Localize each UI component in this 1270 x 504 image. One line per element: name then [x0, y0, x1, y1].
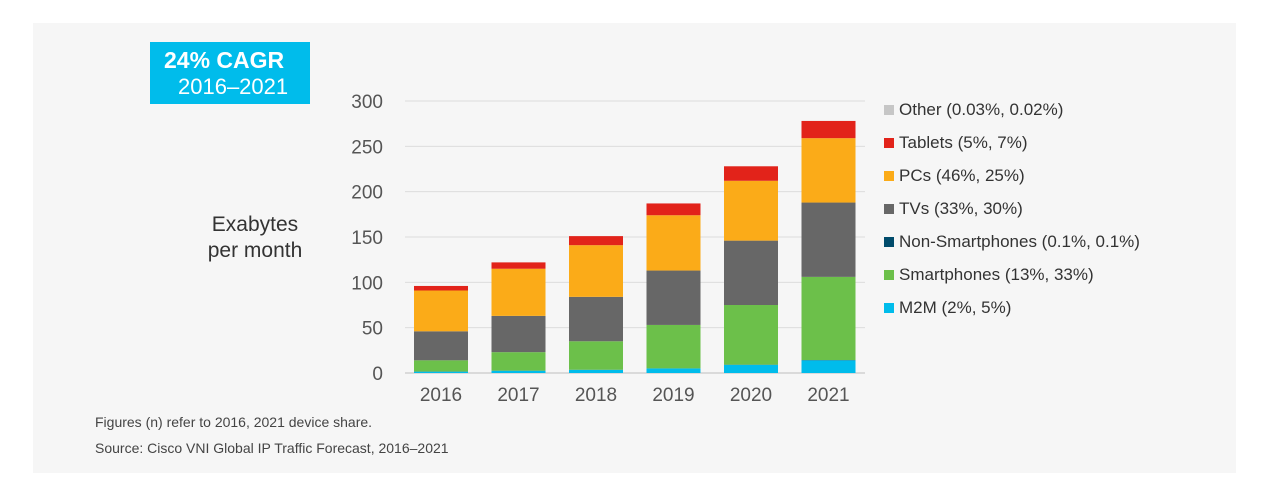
bar-segment [491, 315, 546, 353]
bar-segment [646, 324, 701, 369]
bar-segment [724, 305, 778, 365]
x-tick-label: 2017 [497, 385, 539, 406]
legend-label: PCs (46%, 25%) [899, 166, 1025, 185]
bar-segment [569, 369, 623, 373]
bar-segment [491, 268, 546, 316]
y-tick-label: 300 [351, 92, 383, 113]
bar-segment [491, 262, 546, 269]
legend-swatch [884, 204, 894, 214]
legend-label: Tablets (5%, 7%) [899, 133, 1028, 152]
legend-swatch [884, 171, 894, 181]
x-tick-label: 2021 [807, 385, 849, 406]
cagr-title: 24% CAGR [164, 47, 285, 73]
legend-swatch [884, 270, 894, 280]
bar-segment [646, 203, 701, 216]
bar-segment [801, 360, 856, 373]
source-note: Source: Cisco VNI Global IP Traffic Fore… [95, 440, 449, 456]
bar-segment [569, 236, 623, 246]
y-axis-label-line-1: Exabytes [211, 213, 299, 236]
bar-segment [646, 270, 701, 325]
legend-label: Smartphones (13%, 33%) [899, 265, 1094, 284]
bar-segment [724, 240, 778, 305]
y-tick-label: 250 [351, 137, 383, 158]
legend-label: Non-Smartphones (0.1%, 0.1%) [899, 232, 1140, 251]
legend-swatch [884, 105, 894, 115]
legend-swatch [884, 138, 894, 148]
legend-swatch [884, 237, 894, 247]
legend-swatch [884, 303, 894, 313]
x-tick-label: 2018 [575, 385, 617, 406]
x-tick-label: 2019 [652, 385, 694, 406]
y-tick-label: 0 [372, 364, 383, 385]
x-tick-label: 2016 [420, 385, 462, 406]
bar-segment [724, 166, 778, 181]
bar-segment [646, 368, 701, 373]
bar-segment [569, 245, 623, 297]
bar-segment [414, 290, 468, 332]
cagr-callout: 24% CAGR 2016–2021 [150, 42, 310, 104]
bar-segment [801, 138, 856, 203]
bar-segment [491, 352, 546, 371]
bar-segment [414, 371, 468, 373]
bar-segment [801, 202, 856, 277]
legend-label: M2M (2%, 5%) [899, 298, 1012, 317]
y-tick-label: 200 [351, 183, 383, 204]
bar-segment [414, 285, 468, 291]
y-axis-label: Exabytes per month [180, 212, 330, 264]
y-tick-label: 50 [362, 319, 383, 340]
bar-segment [414, 331, 468, 361]
bar-segment [569, 341, 623, 370]
bar-segment [646, 215, 701, 271]
bar-segment [724, 364, 778, 373]
footnote: Figures (n) refer to 2016, 2021 device s… [95, 414, 373, 430]
legend-label: TVs (33%, 30%) [899, 199, 1023, 218]
bar-segment [491, 370, 546, 373]
bar-segment [801, 276, 856, 361]
bar-segment [414, 360, 468, 372]
legend-label: Other (0.03%, 0.02%) [899, 100, 1064, 119]
y-tick-label: 150 [351, 228, 383, 249]
bar-segment [724, 180, 778, 241]
y-tick-label: 100 [351, 273, 383, 294]
x-tick-label: 2020 [730, 385, 772, 406]
cagr-range: 2016–2021 [178, 74, 289, 99]
bar-segment [801, 120, 856, 139]
y-axis-label-line-2: per month [207, 239, 303, 262]
bar-segment [569, 296, 623, 342]
